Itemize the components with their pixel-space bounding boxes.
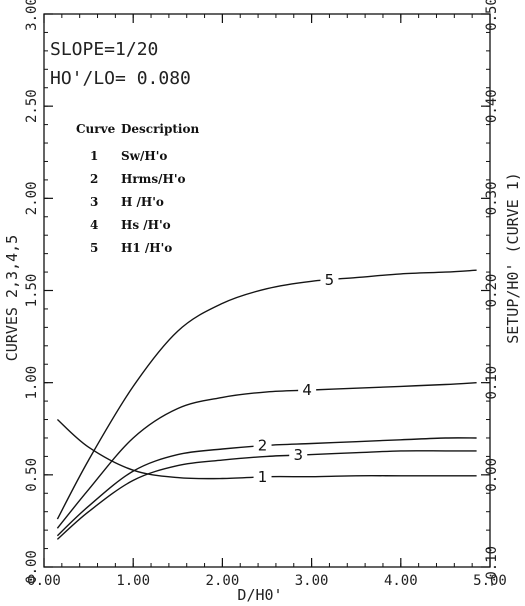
curve-label-4: 4 (302, 381, 312, 399)
curve-label-gap (289, 450, 308, 461)
y-right-tick-label: 0.40 (484, 89, 500, 123)
legend-number: 3 (90, 195, 98, 209)
curve-label-3: 3 (293, 446, 303, 464)
x-tick-label: 2.00 (206, 573, 240, 589)
curve-label-1: 1 (258, 468, 268, 486)
x-tick-labels: 0.00 1.00 2.00 3.00 4.00 5.00 (27, 573, 507, 589)
legend-number: 2 (90, 172, 98, 186)
x-tick-label: 0.00 (27, 573, 61, 589)
x-axis-title: D/H0' (237, 586, 282, 604)
y-left-tick-label: 0.00 (24, 550, 40, 584)
legend: Curve Description 1 Sw/H'o 2 Hrms/H'o 3 H /H'… (76, 122, 199, 255)
series-lines (56, 269, 477, 540)
x-tick-label: 5.00 (473, 573, 507, 589)
tick-marks (43, 13, 491, 568)
legend-description: H /H'o (121, 195, 164, 209)
y-right-tick-labels: -0.10 0.00 0.10 0.20 0.30 0.40 0.50 (484, 0, 500, 588)
series-line-3 (56, 450, 477, 540)
y-right-tick-label: 0.20 (484, 274, 500, 308)
x-tick-label: 3.00 (295, 573, 329, 589)
y-left-axis-title: CURVES 2,3,4,5 (3, 235, 21, 361)
legend-description: H1 /H'o (121, 241, 172, 255)
y-right-tick-label: 0.50 (484, 0, 500, 31)
y-right-tick-label: -0.10 (484, 546, 500, 588)
curve-label-gap (320, 274, 339, 285)
y-left-tick-labels: 0.00 0.50 1.00 1.50 2.00 2.50 3.00 (24, 0, 40, 584)
curve-label-5: 5 (325, 271, 335, 289)
y-right-tick-label: 0.30 (484, 181, 500, 215)
curve-label-gap (253, 440, 272, 451)
legend-number: 4 (90, 218, 98, 232)
y-left-tick-label: 1.50 (24, 274, 40, 308)
legend-number: 5 (90, 241, 98, 255)
curve-label-gap (298, 385, 317, 396)
curve-label-2: 2 (258, 437, 268, 455)
legend-number: 1 (90, 149, 98, 163)
curve-label-gap (253, 471, 272, 482)
y-left-tick-label: 3.00 (24, 0, 40, 31)
steepness-param: HO'/LO= 0.080 (50, 68, 191, 89)
y-left-tick-label: 1.00 (24, 366, 40, 400)
y-left-tick-label: 2.00 (24, 181, 40, 215)
legend-rows: 1 Sw/H'o 2 Hrms/H'o 3 H /H'o 4 Hs /H'o 5 H1 /H'o (90, 149, 186, 255)
y-right-tick-label: 0.00 (484, 458, 500, 492)
y-left-tick-label: 2.50 (24, 89, 40, 123)
legend-header-description: Description (121, 122, 199, 136)
y-right-axis-title: SETUP/H0' (CURVE 1) (504, 172, 522, 344)
legend-header-curve: Curve (76, 122, 116, 136)
slope-param: SLOPE=1/20 (50, 39, 158, 60)
x-tick-label: 1.00 (116, 573, 150, 589)
legend-description: Hrms/H'o (121, 172, 186, 186)
y-right-tick-label: 0.10 (484, 366, 500, 400)
x-tick-label: 4.00 (384, 573, 418, 589)
y-left-tick-label: 0.50 (24, 458, 40, 492)
legend-description: Hs /H'o (121, 218, 171, 232)
legend-description: Sw/H'o (121, 149, 167, 163)
series-line-4 (56, 382, 477, 529)
series-line-5 (56, 269, 477, 520)
curve-labels: 1 2 3 4 5 (253, 271, 339, 486)
